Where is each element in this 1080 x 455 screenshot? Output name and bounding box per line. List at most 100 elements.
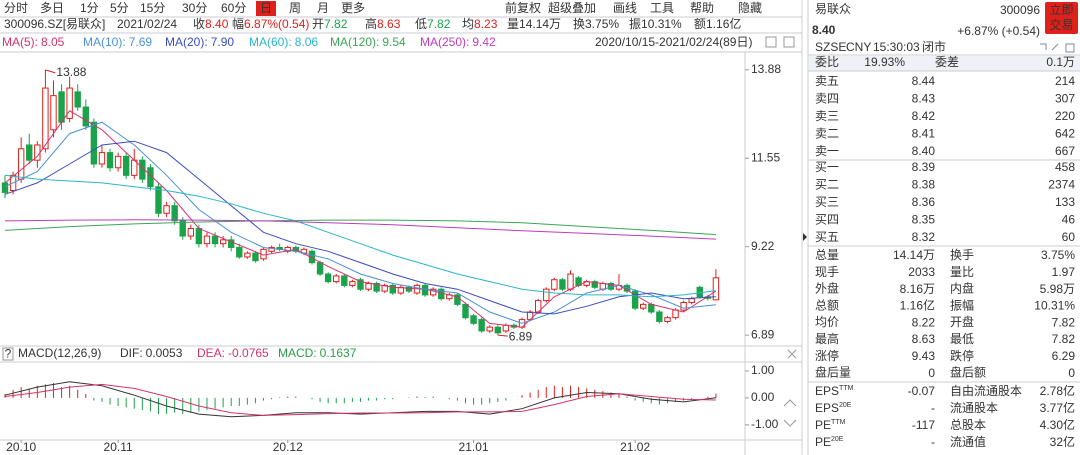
- book-price: 8.32: [912, 230, 936, 244]
- candle-body: [211, 235, 219, 245]
- stat-value: -: [931, 435, 935, 449]
- toolbar-item[interactable]: 60分: [221, 1, 246, 15]
- stat-value: -117: [912, 418, 935, 432]
- toolbar-item[interactable]: 隐藏: [738, 1, 762, 15]
- legend-entry: MA(120): 9.54: [330, 35, 406, 49]
- stat-value: 9.43: [912, 349, 936, 363]
- ratio-value: 19.93%: [864, 55, 905, 69]
- stat-label: 跌停: [950, 348, 974, 363]
- book-volume: 2374: [1048, 178, 1075, 192]
- trade-button-label[interactable]: 立即: [1049, 2, 1073, 17]
- toolbar-item[interactable]: 日: [260, 1, 272, 15]
- candle-body: [543, 288, 550, 302]
- toolbar-item[interactable]: 前复权: [505, 0, 541, 15]
- toolbar-item[interactable]: 超级叠加: [548, 0, 596, 15]
- info-label: 量: [507, 17, 519, 31]
- market-status: 15:30:03: [873, 40, 920, 54]
- stat-label: 内盘: [950, 281, 974, 296]
- stat-label: EPSTTM: [815, 384, 854, 398]
- info-value: 8.40: [205, 17, 229, 31]
- stat-label-sup: TTM: [831, 419, 846, 426]
- info-item: 振10.31%: [629, 17, 682, 31]
- candle-body: [680, 301, 687, 311]
- candle-body: [17, 148, 25, 180]
- toolbar-item[interactable]: 帮助: [690, 1, 714, 15]
- stat-label-text: 跌停: [950, 348, 974, 363]
- info-item: 低7.82: [415, 17, 451, 31]
- ma-line: [4, 121, 716, 324]
- legend-value: 9.42: [472, 35, 496, 49]
- scroll-icon[interactable]: [783, 399, 797, 427]
- candle-body: [219, 239, 227, 245]
- stat-value: 7.82: [1052, 332, 1076, 346]
- ma-line: [4, 219, 716, 236]
- zoom-out-button[interactable]: [765, 36, 777, 48]
- candle-body: [333, 275, 340, 283]
- stat-label-text: PE: [815, 418, 831, 432]
- stat-value: 5.98万: [1040, 282, 1075, 296]
- macd-line: [4, 381, 716, 418]
- candle-body: [640, 303, 647, 309]
- toolbar-item[interactable]: 5分: [110, 1, 129, 15]
- toolbar-item[interactable]: 多日: [40, 1, 64, 15]
- toolbar-item[interactable]: 月: [317, 1, 329, 15]
- legend-value: 8.05: [41, 35, 65, 49]
- zoom-in-button[interactable]: [783, 36, 795, 48]
- help-icon[interactable]: ?: [5, 347, 12, 361]
- stat-value: 0: [1068, 366, 1075, 380]
- toolbar-item[interactable]: 分时: [4, 1, 28, 15]
- panel-icons[interactable]: [1040, 43, 1075, 53]
- help-box[interactable]: [2, 347, 14, 361]
- indicator-value: 0.1637: [320, 346, 357, 360]
- toolbar-item[interactable]: 15分: [140, 1, 165, 15]
- book-volume: 60: [1062, 230, 1076, 244]
- expand-arrow[interactable]: [803, 233, 807, 241]
- legend-name: MA(5):: [2, 35, 38, 49]
- toolbar-item[interactable]: 画线: [613, 1, 637, 15]
- stat-label: 盘后量: [815, 365, 851, 380]
- y-tick-label: -1.00: [751, 417, 779, 431]
- stat-value: -: [931, 401, 935, 415]
- info-label: 均: [462, 17, 474, 31]
- candle-body: [155, 186, 162, 214]
- candle-body: [373, 283, 380, 292]
- candle-body: [648, 303, 655, 313]
- info-label: 换: [573, 17, 585, 31]
- ratio-label: 委差: [935, 55, 959, 69]
- stat-label-text: 流通值: [950, 434, 986, 449]
- annotation-line: [45, 69, 56, 74]
- indicator-value: 0.0053: [146, 346, 183, 360]
- candle-body: [470, 315, 477, 324]
- stat-label: 总股本: [950, 418, 986, 432]
- stat-label-text: 总额: [815, 299, 839, 313]
- candle-body: [268, 246, 275, 252]
- candle-body: [672, 309, 679, 319]
- toolbar-item[interactable]: 30分: [182, 1, 207, 15]
- legend-value: 9.54: [382, 35, 406, 49]
- stat-label: 总额: [815, 299, 839, 313]
- info-label: 低: [415, 17, 427, 31]
- candle-body: [316, 262, 324, 275]
- ratio-value: 0.1万: [1046, 55, 1075, 69]
- book-label: 卖二: [815, 126, 839, 140]
- toolbar-item[interactable]: 更多: [341, 1, 365, 15]
- toolbar-item[interactable]: 1分: [80, 1, 99, 15]
- trade-button-label[interactable]: 交易: [1049, 17, 1073, 32]
- toolbar-item[interactable]: 工具: [650, 1, 674, 15]
- stat-label: 振幅: [950, 298, 974, 313]
- toolbar-item[interactable]: 周: [289, 1, 301, 15]
- annotation: 13.88: [56, 65, 86, 79]
- close-icon[interactable]: [787, 349, 797, 359]
- stat-value: 1.97: [1052, 265, 1076, 279]
- stat-label-text: 自由流通股本: [950, 384, 1022, 398]
- candle-body: [421, 284, 429, 296]
- trade-button[interactable]: [1045, 2, 1078, 34]
- legend-value: 7.69: [129, 35, 153, 49]
- candle-body: [42, 87, 49, 150]
- info-value: 7.82: [324, 17, 348, 31]
- info-value: 8.23: [474, 17, 498, 31]
- x-tick-label: 21.01: [459, 440, 489, 454]
- date-range: 2020/10/15-2021/02/24(89日): [595, 35, 752, 49]
- candle-body: [341, 275, 348, 286]
- stat-label-text: 涨停: [815, 348, 839, 363]
